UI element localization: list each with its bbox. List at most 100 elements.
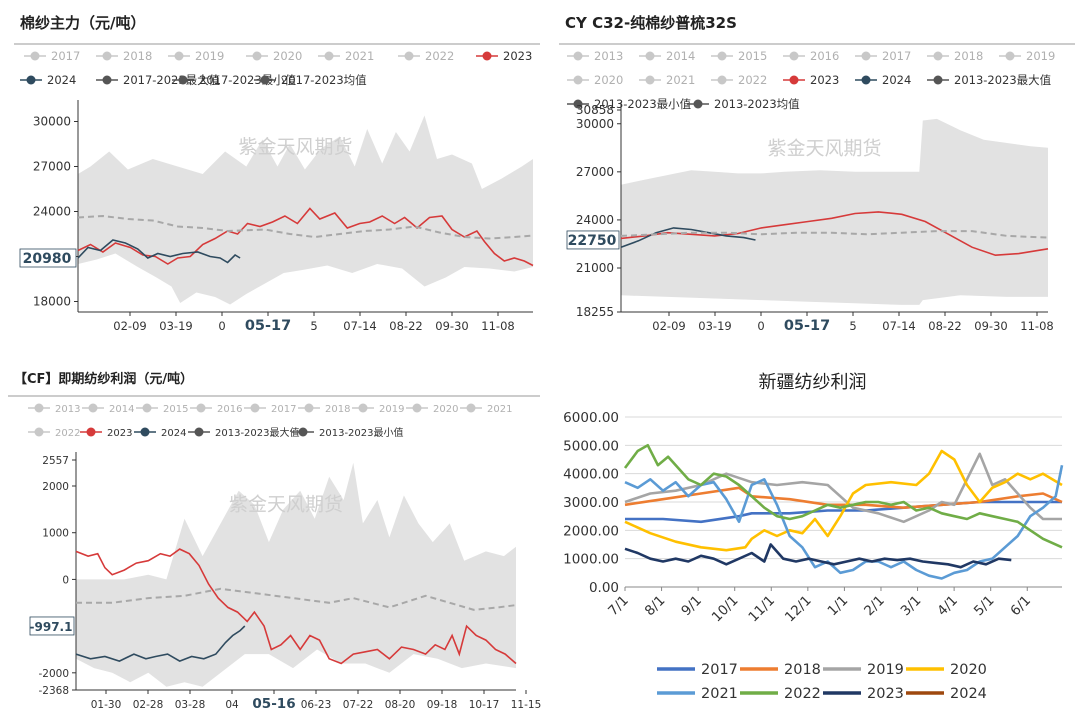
x-tick-label: 08-22 xyxy=(928,319,961,333)
x-tick-label: 7/1 xyxy=(605,593,632,620)
x-tick-label: 02-09 xyxy=(652,319,685,333)
legend-marker xyxy=(88,403,98,413)
legend-marker xyxy=(933,75,943,85)
y-tick-label: 1000 xyxy=(42,528,69,540)
legend-marker xyxy=(1005,51,1015,61)
legend-marker xyxy=(717,75,727,85)
x-tick-label: 01-30 xyxy=(91,699,122,711)
x-tick-label: 11/1 xyxy=(745,593,778,626)
legend-label: 2017 xyxy=(701,662,738,678)
y-tick-label: 2000 xyxy=(42,481,69,493)
x-tick-label: 2/1 xyxy=(861,593,888,620)
x-tick-label: 0 xyxy=(218,319,225,333)
legend-label: 2013-2023最小值 xyxy=(319,426,404,439)
legend-marker xyxy=(252,51,262,61)
y-tick-label: 2000.00 xyxy=(563,523,619,539)
y-tick-label: 18000 xyxy=(33,295,71,309)
legend-marker xyxy=(304,403,314,413)
minmax-band xyxy=(76,462,516,687)
x-tick-label: 08-22 xyxy=(389,319,422,333)
legend-label: 2013-2023最大值 xyxy=(215,426,300,439)
legend-marker xyxy=(789,51,799,61)
current-value-label: -997.1 xyxy=(30,620,73,634)
y-tick-label: 0.00 xyxy=(589,580,619,596)
legend-label: 2016 xyxy=(810,49,839,63)
x-tick-label: 05-16 xyxy=(252,696,295,712)
chart-panel-cotton-yarn-main: 棉纱主力（元/吨） 2017 2018 2019 2020 2021 2022 2023 20… xyxy=(0,0,545,350)
legend-label: 2013-2023最小值 xyxy=(594,97,692,111)
x-tick-label: 10/1 xyxy=(709,593,742,626)
x-tick-label: 02-09 xyxy=(113,319,146,333)
legend-marker xyxy=(324,51,334,61)
legend-label: 2023 xyxy=(503,49,532,63)
legend-label: 2020 xyxy=(273,49,302,63)
legend-marker xyxy=(404,51,414,61)
series-line-2024 xyxy=(77,239,241,264)
x-tick-label: 5/1 xyxy=(971,593,998,620)
x-tick-label: 4/1 xyxy=(934,593,961,620)
current-value-box xyxy=(566,230,620,250)
legend-marker xyxy=(573,75,583,85)
x-tick-label: 05-17 xyxy=(245,318,291,334)
series-line-2021 xyxy=(624,464,1064,580)
legend-label: 2017 xyxy=(271,404,296,415)
y-tick-label: 24000 xyxy=(33,205,71,219)
legend-label: 2024 xyxy=(950,686,987,702)
legend-label: 2018 xyxy=(325,404,350,415)
series-line-2023 xyxy=(624,543,1012,569)
legend-marker xyxy=(174,51,184,61)
x-tick-label: 06-23 xyxy=(301,699,332,711)
chart-title: CY C32-纯棉纱普梳32S xyxy=(565,14,737,32)
series-line-2022 xyxy=(623,444,1063,549)
series-line-2013-2023均值 xyxy=(620,230,1049,239)
legend-label: 2022 xyxy=(55,428,80,439)
legend-label: 2015 xyxy=(163,404,188,415)
legend-label: 2017-2023最小值 xyxy=(199,73,297,87)
legend-marker xyxy=(250,403,260,413)
legend-marker xyxy=(194,427,204,437)
x-tick-label: 12/1 xyxy=(782,593,815,626)
y-tick-label: 1000.00 xyxy=(563,552,619,568)
chart-svg-spinning-profit: 2013 2014 2015 2016 2017 2018 2019 2020 2021 2022… xyxy=(8,395,541,712)
legend-marker xyxy=(34,403,44,413)
x-tick-label: 1/1 xyxy=(825,593,852,620)
legend-label: 2013-2023最大值 xyxy=(954,73,1052,87)
current-value-label: 20980 xyxy=(23,251,72,267)
series-line-2024 xyxy=(75,625,246,662)
legend-label: 2019 xyxy=(195,49,224,63)
chart-svg-cotton-yarn-main: 2017 2018 2019 2020 2021 2022 2023 2024 2017-202… xyxy=(14,43,540,334)
series-line-2024 xyxy=(620,227,756,248)
y-tick-label: 24000 xyxy=(576,213,614,227)
legend-label: 2023 xyxy=(107,428,132,439)
legend-label: 2017 xyxy=(882,49,911,63)
legend-label: 2024 xyxy=(47,73,76,87)
x-tick-label: 03-19 xyxy=(698,319,731,333)
legend-marker xyxy=(573,99,583,109)
x-tick-label: 5 xyxy=(849,319,856,333)
legend-marker xyxy=(933,51,943,61)
legend-marker xyxy=(196,403,206,413)
legend-label: 2019 xyxy=(1026,49,1055,63)
legend-marker xyxy=(482,51,492,61)
legend-marker xyxy=(86,427,96,437)
legend-label: 2021 xyxy=(701,686,738,702)
x-tick-label: 05-17 xyxy=(784,318,830,334)
legend-marker xyxy=(645,51,655,61)
x-tick-label: 03-28 xyxy=(175,699,206,711)
x-tick-label: 11-08 xyxy=(1020,319,1053,333)
y-tick-label: -2000 xyxy=(38,668,69,680)
series-line-2013-2023均值 xyxy=(76,587,517,611)
legend-marker xyxy=(789,75,799,85)
x-tick-label: 08-20 xyxy=(385,699,416,711)
chart-panel-cy-c32: CY C32-纯棉纱普梳32S 2013 2014 2015 2016 2017 2018… xyxy=(545,0,1080,350)
watermark: 紫金天风期货 xyxy=(229,494,343,516)
legend-label: 2020 xyxy=(950,662,987,678)
chart-svg-xinjiang-profit: 0.00 1000.00 2000.00 3000.00 4000.00 5000.00 6… xyxy=(563,410,1064,702)
legend-marker xyxy=(298,427,308,437)
x-tick-label: 09-18 xyxy=(427,699,458,711)
legend-label: 2018 xyxy=(123,49,152,63)
legend-label: 2019 xyxy=(379,404,404,415)
legend-label: 2022 xyxy=(425,49,454,63)
y-tick-label: 4000.00 xyxy=(563,467,619,483)
legend-marker xyxy=(30,51,40,61)
